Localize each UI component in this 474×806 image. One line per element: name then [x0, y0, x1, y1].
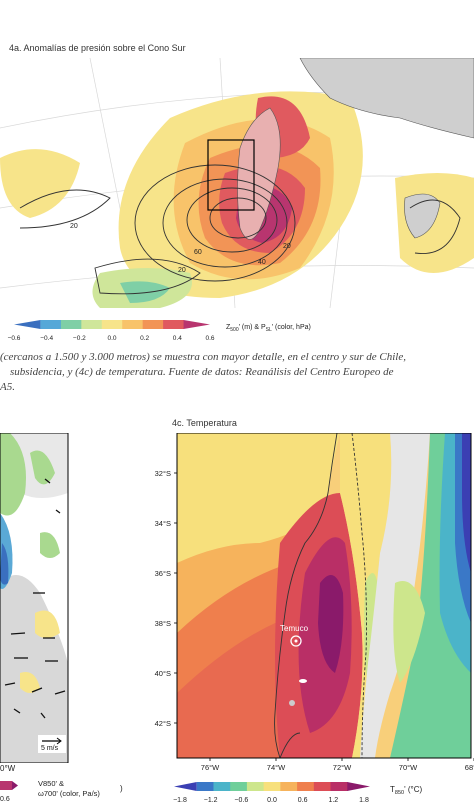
colorbar-tick-label: 1.2 [328, 797, 338, 804]
x-tick-label: 68°W [465, 763, 474, 772]
panel-a-land [237, 58, 474, 240]
colorbar-tick-label: −1.2 [204, 797, 218, 804]
panel-b-omega-fill [0, 433, 60, 693]
colorbar-swatch [122, 320, 144, 329]
panel-b-lon-label: 0°W [0, 764, 16, 773]
panel-a-colorbar-swatches [14, 320, 210, 329]
panel-c-border [351, 433, 367, 758]
colorbar-swatch [213, 782, 231, 791]
panel-c-colorbar-swatches [174, 782, 370, 791]
panel-c-title: 4c. Temperatura [172, 418, 237, 428]
colorbar-swatch [313, 782, 332, 791]
colorbar-swatch [142, 320, 164, 329]
colorbar-swatch [246, 782, 265, 791]
colorbar-swatch [14, 320, 41, 329]
y-tick-label: 36°S [155, 569, 171, 578]
panel-c-y-ticks: 32°S 34°S 36°S 38°S 40°S 42°S [155, 469, 177, 728]
colorbar-tick-label: −0.6 [234, 797, 248, 804]
panel-a-focus-box [207, 139, 255, 211]
panel-b-paren: ) [120, 784, 123, 793]
colorbar-swatch [196, 782, 214, 791]
colorbar-tick-label: 1.8 [359, 797, 369, 804]
temuco-label: Temuco [280, 624, 309, 633]
colorbar-swatch [60, 320, 82, 329]
panel-a-contours [19, 164, 461, 295]
panel-c-colorbar-label: T850' (°C) [390, 785, 422, 796]
y-tick-label: 38°S [155, 619, 171, 628]
caption-line-2: subsidencia, y (4c) de temperatura. Fuen… [10, 366, 394, 378]
colorbar-tick-label: 0.0 [107, 335, 116, 342]
colorbar-tick-label: 0.6 [205, 335, 214, 342]
y-tick-label: 34°S [155, 519, 171, 528]
panel-c-frame [176, 433, 472, 759]
colorbar-swatch [174, 782, 197, 791]
colorbar-swatch [263, 782, 281, 791]
colorbar-swatch [280, 782, 298, 791]
panel-c-lake-1 [299, 679, 307, 683]
panel-a-colorbar-label: Z500' (m) & PSL' (color, hPa) [226, 324, 311, 333]
panel-a-contour-label-2: 20 [178, 267, 186, 274]
x-tick-label: 76°W [201, 763, 220, 772]
colorbar-tick-label: −1.8 [173, 797, 187, 804]
colorbar-swatch [40, 320, 62, 329]
colorbar-swatch [163, 320, 185, 329]
panel-a-colorbar: −0.6 −0.4 −0.2 0.0 0.2 0.4 0.6 Z500' (m) & PSL… [8, 320, 311, 342]
panel-b-colorbar-label-2: ω700' (color, Pa/s) [38, 789, 100, 798]
panel-c-map: Temuco 32°S 34°S 36°S 38°S 40°S 42°S 76°W 74°W… [155, 433, 474, 772]
panel-a-colorbar-ticks: −0.6 −0.4 −0.2 0.0 0.2 0.4 0.6 [8, 335, 215, 342]
temuco-marker [290, 635, 302, 647]
panel-b-colorbar: 0.6 V850' & ω700' (color, Pa/s) ) [0, 779, 123, 803]
panel-c-colorbar-ticks: −1.8 −1.2 −0.6 0.0 0.6 1.2 1.8 [173, 797, 369, 804]
y-tick-label: 42°S [155, 719, 171, 728]
colorbar-swatch [183, 320, 210, 329]
panel-c-coastline [274, 433, 338, 758]
panel-c-x-ticks: 76°W 74°W 72°W 70°W 68°W [201, 758, 474, 772]
colorbar-swatch [81, 320, 103, 329]
panel-a-title: 4a. Anomalías de presión sobre el Cono S… [9, 43, 186, 53]
panel-c-temperature-field [177, 433, 471, 758]
panel-a-contour-label-4: 40 [258, 259, 266, 266]
panel-b-colorbar-label-1: V850' & [38, 779, 64, 788]
colorbar-swatch [330, 782, 348, 791]
x-tick-label: 70°W [399, 763, 418, 772]
y-tick-label: 40°S [155, 669, 171, 678]
panel-a-contour-label-5: 20 [283, 243, 291, 250]
panel-a-map: 20 20 60 40 20 [0, 58, 474, 308]
x-tick-label: 72°W [333, 763, 352, 772]
colorbar-tick-label: 0.0 [267, 797, 277, 804]
y-tick-label: 32°S [155, 469, 171, 478]
panel-a-negative-fill [92, 268, 192, 308]
panel-c-lake-2 [289, 700, 295, 706]
colorbar-swatch [101, 320, 123, 329]
panel-b-colorbar-tick: 0.6 [0, 796, 10, 803]
colorbar-tick-label: 0.2 [140, 335, 149, 342]
panel-a-contour-label-3: 60 [194, 249, 202, 256]
colorbar-tick-label: 0.4 [173, 335, 182, 342]
panel-b-wind-vectors [4, 478, 66, 719]
panel-b-map: 5 m/s [0, 433, 69, 763]
colorbar-tick-label: 0.6 [298, 797, 308, 804]
x-tick-label: 74°W [267, 763, 286, 772]
caption-line-3: A5. [0, 381, 15, 393]
colorbar-swatch [347, 782, 370, 791]
colorbar-tick-label: −0.6 [8, 335, 21, 342]
panel-c-colorbar: −1.8 −1.2 −0.6 0.0 0.6 1.2 1.8 T850' (°C) [173, 782, 422, 804]
colorbar-tick-label: −0.4 [40, 335, 53, 342]
colorbar-swatch [230, 782, 248, 791]
panel-b-scale-label: 5 m/s [41, 745, 59, 752]
colorbar-swatch [297, 782, 315, 791]
caption-line-1: (cercanos a 1.500 y 3.000 metros) se mue… [0, 351, 406, 363]
colorbar-tick-label: −0.2 [73, 335, 86, 342]
panel-a-contour-label-1: 20 [70, 223, 78, 230]
